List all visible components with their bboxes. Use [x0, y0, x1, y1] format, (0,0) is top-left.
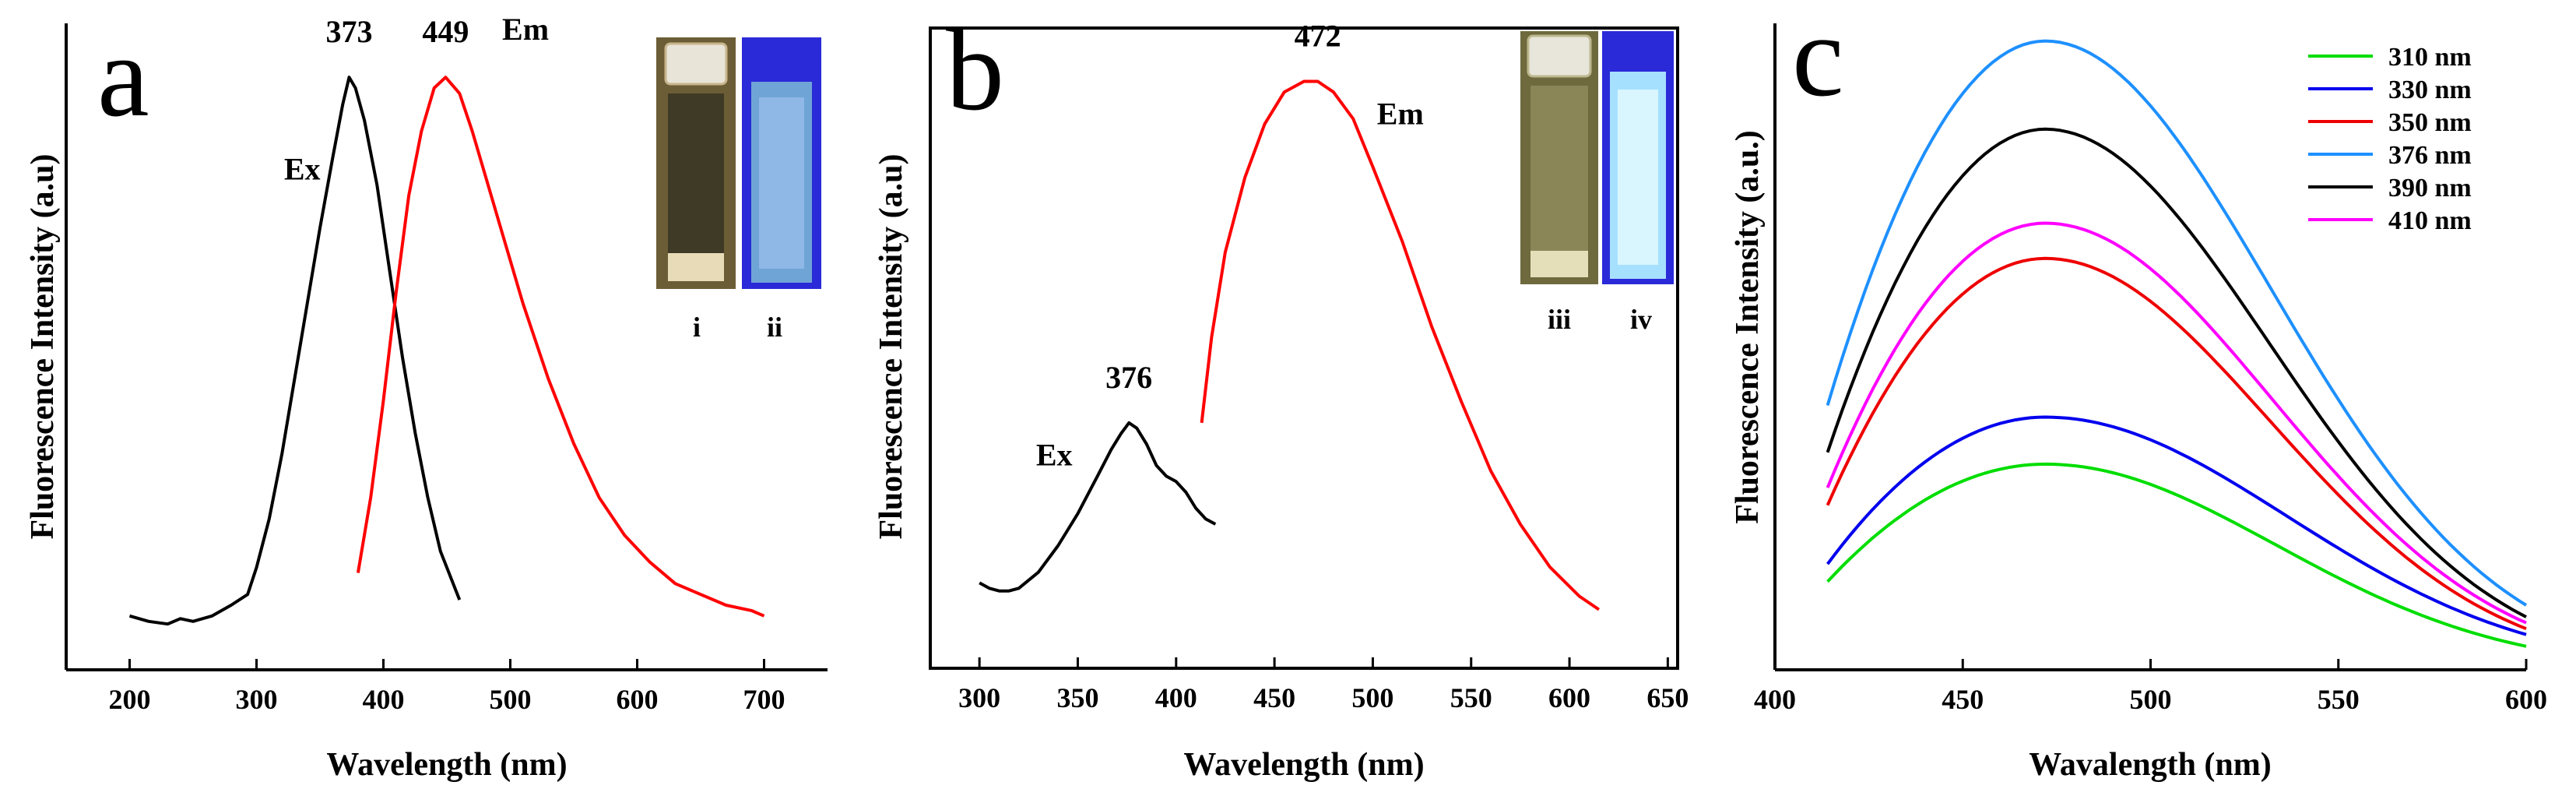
panel-b-lines [979, 79, 1601, 611]
panel-c-lines [1826, 39, 2528, 648]
panel-b-frame [929, 26, 1679, 670]
panel-a-tick-label-200: 200 [109, 684, 151, 715]
panel-b-tick-label-500: 500 [1351, 682, 1393, 713]
panel-c-series-310-nm [1826, 462, 2527, 648]
panel-a-series-ex [128, 76, 462, 626]
panel-b-tick-label-350: 350 [1056, 682, 1098, 713]
panel-b-tick-label-600: 600 [1548, 682, 1590, 713]
panel-c-tick-label-600: 600 [2505, 684, 2547, 715]
panel-c-series-376-nm [1826, 39, 2528, 607]
panel-a-tick-label-700: 700 [743, 684, 785, 715]
panel-b-series-em [1200, 79, 1601, 611]
vial-i-label: i [693, 312, 701, 343]
panel-a-inset: i ii [656, 37, 821, 343]
panel-c-ylabel: Fluorescence Intensity (a.u.) [1730, 130, 1766, 524]
vial-iii-liquid [1530, 86, 1588, 273]
panel-c-tick-label-450: 450 [1942, 684, 1984, 715]
panel-a-annotation-373: 373 [325, 14, 372, 49]
panel-c-tick-label-550: 550 [2318, 684, 2360, 715]
panel-b-annotation-ex: Ex [1036, 438, 1073, 473]
panel-a-series-em [356, 76, 765, 618]
vial-iii-base [1530, 251, 1588, 277]
panel-a-tick-label-600: 600 [617, 684, 659, 715]
panel-c-legend: 310 nm 330 nm 350 nm 376 nm 390 nm 410 nm [2308, 43, 2472, 235]
panel-c-letter: c [1792, 0, 1844, 121]
panel-c-tick-label-400: 400 [1754, 684, 1796, 715]
panel-c-xlabel: Wavalength (nm) [2029, 747, 2272, 783]
panel-a-axes [65, 23, 828, 671]
panel-c: c Wavalength (nm) Fluorescence Intensity… [1730, 0, 2547, 783]
panel-c-series-410-nm [1826, 221, 2527, 625]
vial-i-liquid [668, 93, 724, 280]
vial-ii-label: ii [767, 312, 782, 343]
panel-c-series-330-nm [1826, 415, 2527, 636]
panel-b-tick-label-400: 400 [1155, 682, 1197, 713]
panel-a-ylabel: Fluorescence Intensity (a.u) [25, 154, 61, 540]
panel-c-series-350-nm [1826, 256, 2527, 631]
vial-i-cap [664, 42, 728, 86]
vial-ii-glow [759, 97, 804, 269]
legend-label-376-nm: 376 nm [2388, 141, 2472, 170]
panel-a-letter: a [97, 12, 149, 141]
panel-a-lines [128, 76, 765, 626]
panel-a-annotation-449: 449 [422, 14, 469, 49]
vial-iii-cap [1527, 34, 1592, 78]
vial-iv-label: iv [1630, 304, 1652, 335]
panel-b-annotations: 376 472 Ex Em [1036, 19, 1424, 473]
panel-c-tick-label-500: 500 [2130, 684, 2172, 715]
panel-a-annotations: 373 449 Ex Em [284, 12, 549, 187]
panel-b-ticks: 300 350 400 450 500 550 600 650 [958, 657, 1689, 713]
panel-a-tick-label-300: 300 [236, 684, 278, 715]
panel-a-xlabel: Wavelength (nm) [326, 747, 567, 783]
panel-a-tick-label-500: 500 [490, 684, 532, 715]
panel-b: b Wavelength (nm) Fluorescence Intensity… [873, 5, 1689, 783]
panel-b-axes [929, 26, 1679, 670]
panel-b-annotation-em: Em [1377, 96, 1424, 131]
panel-b-tick-label-450: 450 [1253, 682, 1295, 713]
panel-a-tick-label-400: 400 [363, 684, 405, 715]
legend-label-330-nm: 330 nm [2388, 76, 2472, 104]
panel-b-annotation-472: 472 [1295, 19, 1341, 54]
legend-label-390-nm: 390 nm [2388, 174, 2472, 203]
panel-b-tick-label-550: 550 [1450, 682, 1492, 713]
panel-b-xlabel: Wavelength (nm) [1183, 747, 1424, 783]
vial-i-base [668, 253, 724, 281]
panel-a-annotation-ex: Ex [284, 152, 321, 187]
panel-b-tick-label-300: 300 [958, 682, 1000, 713]
panel-a-annotation-em: Em [502, 12, 549, 47]
panel-a-ticks: 200 300 400 500 600 700 [109, 659, 785, 715]
panel-c-series-390-nm [1826, 127, 2527, 618]
panel-c-ticks: 400 450 500 550 600 [1754, 659, 2547, 715]
vial-iii-label: iii [1548, 304, 1571, 335]
panel-b-letter: b [946, 5, 1004, 135]
panel-b-inset: iii iv [1520, 31, 1674, 335]
legend-label-310-nm: 310 nm [2388, 43, 2472, 72]
panel-b-tick-label-650: 650 [1646, 682, 1689, 713]
vial-iv-glow [1618, 90, 1658, 265]
panel-a: a Wavelength (nm) Fluorescence Intensity… [25, 12, 828, 783]
panel-b-annotation-376: 376 [1105, 360, 1152, 395]
legend-label-350-nm: 350 nm [2388, 108, 2472, 137]
panel-b-series-ex [979, 421, 1217, 593]
panel-b-ylabel: Fluorescence Intensity (a.u) [873, 154, 909, 540]
legend-label-410-nm: 410 nm [2388, 206, 2472, 235]
